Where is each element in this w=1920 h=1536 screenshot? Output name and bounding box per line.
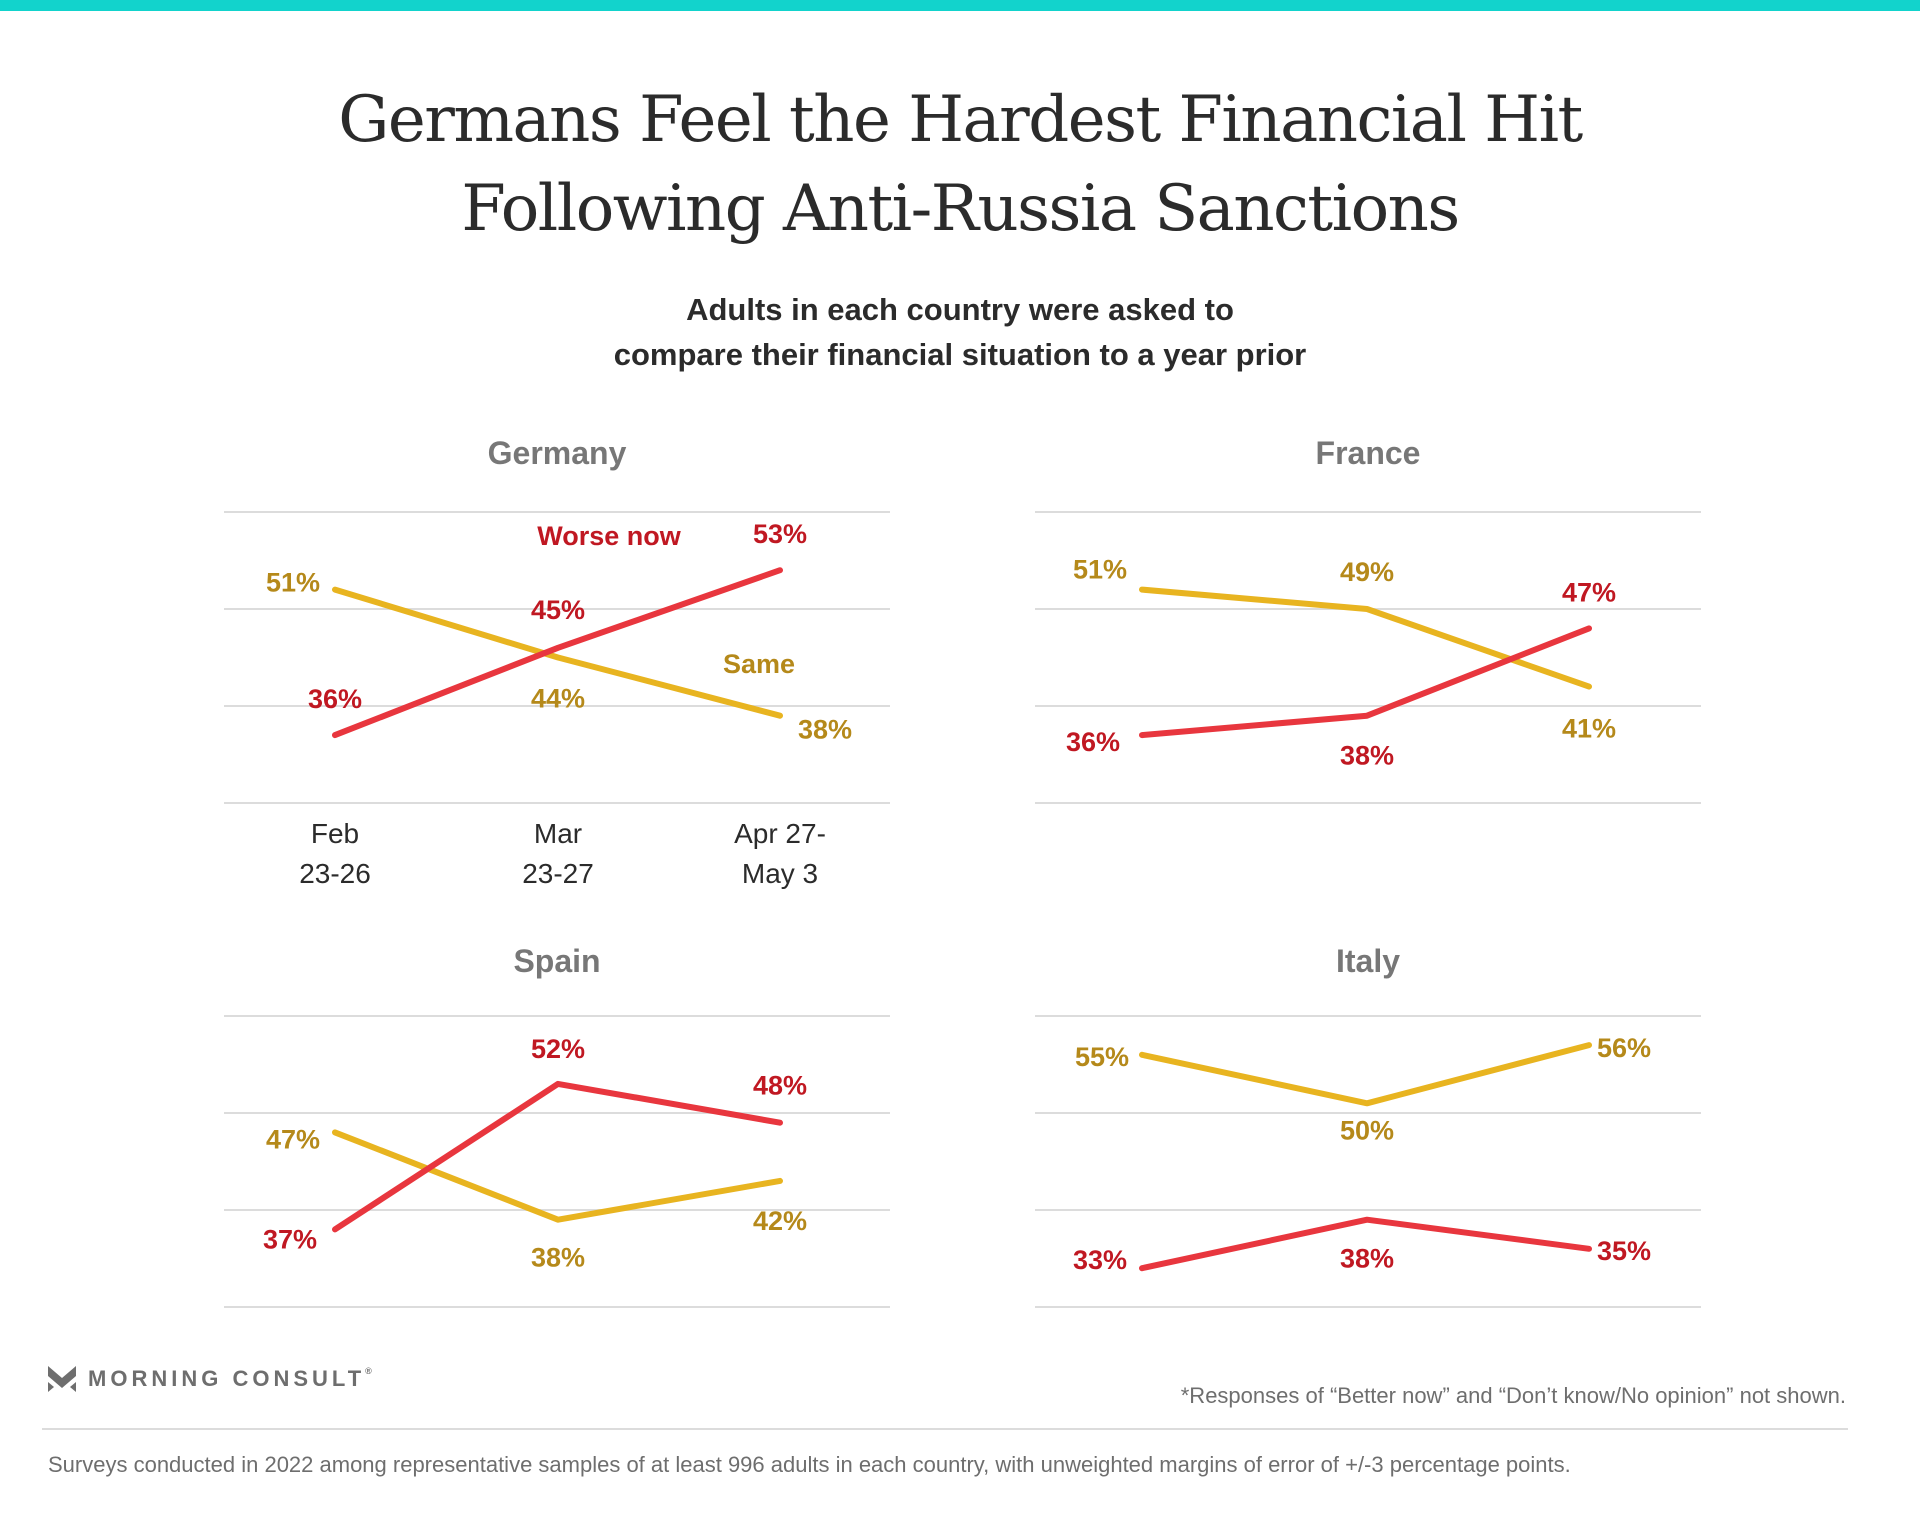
morning-consult-logo: MORNING CONSULT® xyxy=(48,1364,376,1394)
chart-title: Germans Feel the Hardest Financial Hit F… xyxy=(0,76,1920,254)
footer-divider xyxy=(42,1428,1848,1430)
series-name-label-worse: Worse now xyxy=(537,521,682,551)
data-label-same: 38% xyxy=(798,715,852,745)
data-label-same: 49% xyxy=(1340,557,1394,587)
x-tick-label-line: Mar xyxy=(534,818,582,849)
brand-name-text: MORNING CONSULT xyxy=(88,1366,366,1391)
data-label-worse: 37% xyxy=(263,1224,317,1254)
panel-title: Spain xyxy=(513,943,600,979)
chart-subtitle-line-1: Adults in each country were asked to xyxy=(686,292,1234,327)
registered-mark: ® xyxy=(365,1366,376,1376)
x-tick-label: Apr 27- May 3 xyxy=(734,818,826,889)
x-tick-label-line: 23-26 xyxy=(299,858,371,889)
panel-title: Italy xyxy=(1336,943,1400,979)
footnote: *Responses of “Better now” and “Don’t kn… xyxy=(1180,1383,1846,1408)
series-line-same xyxy=(332,1129,783,1223)
series-line-same xyxy=(332,586,783,719)
data-label-same: 38% xyxy=(531,1243,585,1273)
x-tick-label: Mar 23-27 xyxy=(522,818,594,889)
chart-panel-france: France 36% 38% 47% 51% 49% 41% xyxy=(1035,435,1701,804)
data-label-same: 47% xyxy=(266,1124,320,1154)
data-label-same: 41% xyxy=(1562,714,1616,744)
accent-bar xyxy=(0,0,1920,11)
x-tick-label-line: 23-27 xyxy=(522,858,594,889)
x-tick-label-line: Feb xyxy=(311,818,359,849)
chart-panel-italy: Italy 33% 38% 35% 55% 50% 56% xyxy=(1035,943,1701,1308)
series-line-worse xyxy=(1139,625,1592,739)
panel-title: Germany xyxy=(488,435,627,471)
chart-title-line-2: Following Anti-Russia Sanctions xyxy=(461,172,1460,246)
data-label-worse: 35% xyxy=(1597,1236,1651,1266)
series-line-same xyxy=(1139,586,1592,690)
data-label-worse: 33% xyxy=(1073,1245,1127,1275)
brand-name: MORNING CONSULT® xyxy=(88,1366,376,1392)
data-label-same: 42% xyxy=(753,1206,807,1236)
data-label-worse: 52% xyxy=(531,1034,585,1064)
series-line-worse xyxy=(332,567,783,739)
data-label-worse: 53% xyxy=(753,519,807,549)
data-label-worse: 48% xyxy=(753,1071,807,1101)
chart-title-line-1: Germans Feel the Hardest Financial Hit xyxy=(338,83,1583,157)
panel-title: France xyxy=(1316,435,1421,471)
series-line-worse xyxy=(1139,1216,1592,1272)
data-label-same: 50% xyxy=(1340,1115,1394,1145)
data-label-worse: 36% xyxy=(1066,727,1120,757)
source-note: Surveys conducted in 2022 among represen… xyxy=(48,1452,1571,1477)
x-tick-label: Feb 23-26 xyxy=(299,818,371,889)
data-label-same: 51% xyxy=(1073,555,1127,585)
data-label-worse: 36% xyxy=(308,684,362,714)
data-label-same: 55% xyxy=(1075,1042,1129,1072)
data-label-worse: 38% xyxy=(1340,741,1394,771)
chart-subtitle-line-2: compare their financial situation to a y… xyxy=(613,337,1307,372)
x-tick-label-line: May 3 xyxy=(742,858,818,889)
x-tick-label-line: Apr 27- xyxy=(734,818,826,849)
morning-consult-mark-icon xyxy=(48,1366,76,1392)
data-label-worse: 45% xyxy=(531,595,585,625)
data-label-same: 51% xyxy=(266,568,320,598)
chart-subtitle: Adults in each country were asked to com… xyxy=(0,287,1920,377)
data-label-same: 56% xyxy=(1597,1033,1651,1063)
data-label-same: 44% xyxy=(531,684,585,714)
chart-panel-spain: Spain 37% 52% 48% 47% 38% 42% xyxy=(224,943,890,1308)
series-line-worse xyxy=(332,1080,783,1233)
chart-panel-germany: Germany 36% 45% 53% Worse now 51% 44% 38% Same Fe… xyxy=(224,435,890,889)
series-name-label-same: Same xyxy=(723,649,795,679)
data-label-worse: 38% xyxy=(1340,1244,1394,1274)
series-line-same xyxy=(1139,1042,1592,1107)
data-label-worse: 47% xyxy=(1562,577,1616,607)
